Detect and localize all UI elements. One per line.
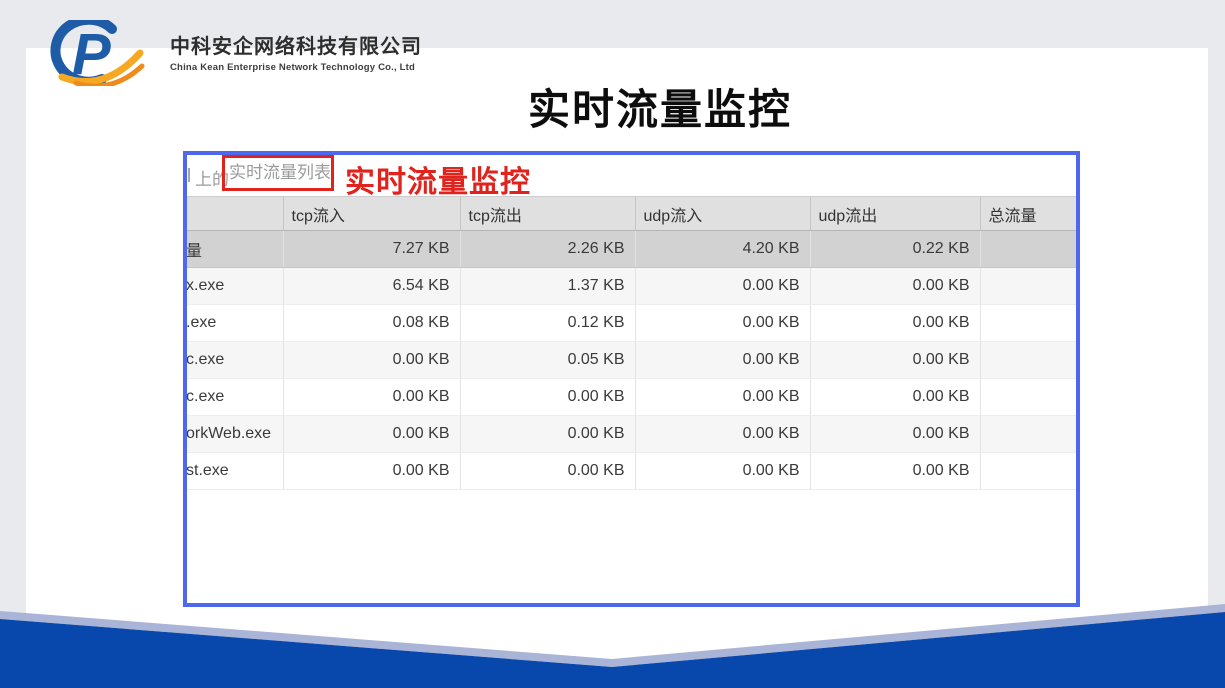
traffic-value-cell: 0.00 KB — [635, 378, 811, 416]
table-row[interactable]: x.exe 6.54 KB 1.37 KB 0.00 KB 0.00 KB — [187, 267, 1076, 305]
traffic-value-cell: 0.00 KB — [635, 267, 811, 305]
traffic-value-cell — [980, 230, 1076, 268]
page-title: 实时流量监控 — [527, 86, 792, 133]
traffic-value-cell: 6.54 KB — [283, 267, 461, 305]
red-annotation-text: 实时流量监控 — [345, 166, 531, 199]
clipped-text-sliver — [188, 168, 190, 182]
traffic-value-cell: 0.05 KB — [460, 341, 636, 379]
traffic-value-cell: 0.00 KB — [635, 341, 811, 379]
traffic-value-cell: 0.12 KB — [460, 304, 636, 342]
band-blue — [0, 612, 1225, 688]
table-row[interactable]: st.exe 0.00 KB 0.00 KB 0.00 KB 0.00 KB — [187, 452, 1076, 490]
company-logo-block: P 中科安企网络科技有限公司 China Kean Enterprise Net… — [28, 20, 422, 86]
process-name-cell: 量 — [187, 230, 284, 268]
highlighted-label: 实时流量列表 — [222, 155, 334, 191]
traffic-value-cell: 0.00 KB — [810, 378, 981, 416]
column-header-udp流入[interactable]: udp流入 — [635, 196, 811, 231]
traffic-value-cell: 0.00 KB — [460, 452, 636, 490]
traffic-value-cell: 4.20 KB — [635, 230, 811, 268]
table-row[interactable]: 量 7.27 KB 2.26 KB 4.20 KB 0.22 KB — [187, 230, 1076, 268]
company-name-en: China Kean Enterprise Network Technology… — [170, 62, 416, 73]
process-name-cell: c.exe — [187, 378, 284, 416]
process-name-cell: orkWeb.exe — [187, 415, 284, 453]
process-name-cell: x.exe — [187, 267, 284, 305]
column-header-tcp流入[interactable]: tcp流入 — [283, 196, 461, 231]
traffic-value-cell: 0.00 KB — [810, 415, 981, 453]
traffic-table: tcp流入 tcp流出 udp流入 udp流出 总流量 量 7.27 KB 2.26 KB 4… — [187, 196, 1076, 490]
traffic-value-cell: 0.00 KB — [810, 341, 981, 379]
traffic-value-cell: 0.00 KB — [460, 415, 636, 453]
traffic-value-cell: 0.00 KB — [283, 452, 461, 490]
traffic-value-cell: 0.08 KB — [283, 304, 461, 342]
traffic-value-cell — [980, 378, 1076, 416]
traffic-value-cell: 0.00 KB — [460, 378, 636, 416]
traffic-value-cell: 0.00 KB — [635, 415, 811, 453]
table-row[interactable]: c.exe 0.00 KB 0.00 KB 0.00 KB 0.00 KB — [187, 378, 1076, 416]
traffic-value-cell: 0.00 KB — [635, 452, 811, 490]
traffic-value-cell: 0.00 KB — [283, 378, 461, 416]
traffic-value-cell: 7.27 KB — [283, 230, 461, 268]
column-header-总流量[interactable]: 总流量 — [980, 196, 1076, 231]
traffic-value-cell: 0.00 KB — [635, 304, 811, 342]
band-stripe — [0, 604, 1225, 667]
traffic-value-cell — [980, 341, 1076, 379]
traffic-value-cell: 0.00 KB — [283, 341, 461, 379]
table-row[interactable]: .exe 0.08 KB 0.12 KB 0.00 KB 0.00 KB — [187, 304, 1076, 342]
traffic-value-cell: 0.00 KB — [810, 452, 981, 490]
process-name-cell: st.exe — [187, 452, 284, 490]
traffic-value-cell: 1.37 KB — [460, 267, 636, 305]
screenshot-frame: 上的 实时流量列表 实时流量监控 tcp流入 tcp流出 udp流入 udp流出 总流量… — [183, 151, 1080, 607]
column-header-process[interactable] — [187, 196, 284, 231]
company-logo-icon: P — [50, 20, 145, 86]
traffic-value-cell — [980, 267, 1076, 305]
table-row[interactable]: c.exe 0.00 KB 0.05 KB 0.00 KB 0.00 KB — [187, 341, 1076, 379]
process-name-cell: .exe — [187, 304, 284, 342]
traffic-value-cell: 0.22 KB — [810, 230, 981, 268]
table-row[interactable]: orkWeb.exe 0.00 KB 0.00 KB 0.00 KB 0.00 KB — [187, 415, 1076, 453]
table-header-row: tcp流入 tcp流出 udp流入 udp流出 总流量 — [187, 196, 1076, 231]
traffic-value-cell: 0.00 KB — [810, 267, 981, 305]
traffic-value-cell — [980, 304, 1076, 342]
company-text: 中科安企网络科技有限公司 China Kean Enterprise Netwo… — [170, 20, 422, 73]
column-header-udp流出[interactable]: udp流出 — [810, 196, 981, 231]
bottom-band-decoration — [0, 604, 1225, 688]
traffic-value-cell: 2.26 KB — [460, 230, 636, 268]
traffic-value-cell: 0.00 KB — [283, 415, 461, 453]
traffic-value-cell — [980, 452, 1076, 490]
company-name-cn: 中科安企网络科技有限公司 — [170, 36, 422, 58]
traffic-value-cell — [980, 415, 1076, 453]
process-name-cell: c.exe — [187, 341, 284, 379]
strip-prefix-text: 上的 — [195, 170, 229, 189]
column-header-tcp流出[interactable]: tcp流出 — [460, 196, 636, 231]
screenshot-header-strip: 上的 实时流量列表 实时流量监控 — [187, 155, 1076, 199]
traffic-value-cell: 0.00 KB — [810, 304, 981, 342]
